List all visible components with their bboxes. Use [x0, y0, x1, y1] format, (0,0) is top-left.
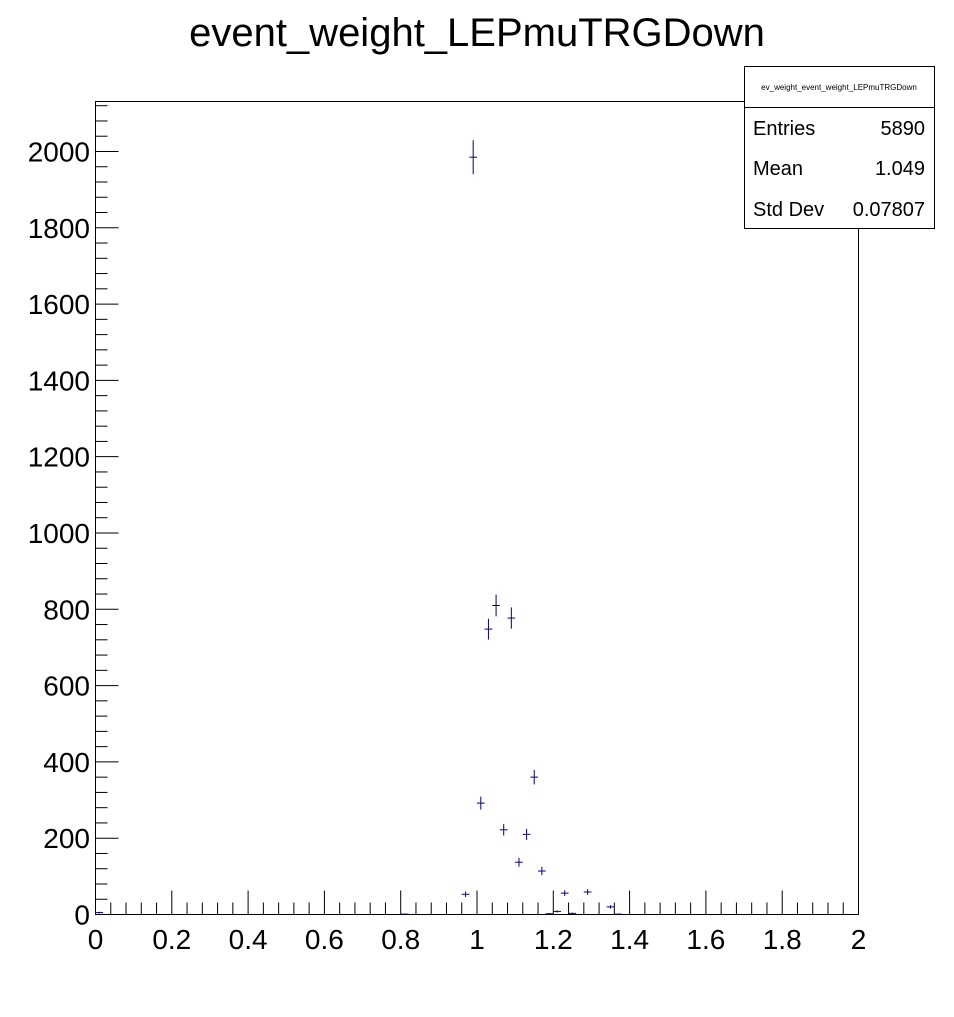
data-point [553, 910, 561, 913]
data-point [469, 140, 477, 175]
y-tick-label: 0 [74, 900, 90, 931]
y-tick-label: 1000 [28, 518, 90, 549]
data-points [95, 140, 622, 915]
x-tick-label: 1.6 [686, 924, 725, 955]
x-tick-label: 1.8 [763, 924, 802, 955]
x-tick-label: 0 [88, 924, 104, 955]
data-point [568, 912, 577, 915]
y-tick-label: 2000 [28, 136, 90, 167]
x-axis [95, 890, 859, 915]
data-point [545, 913, 554, 915]
stats-box-title: ev_weight_event_weight_LEPmuTRGDown [761, 83, 917, 92]
data-point [606, 905, 615, 909]
y-tick-labels: 0 200 400 600 800 1000 1200 1400 1600 1800 2000 [28, 136, 90, 930]
x-tick-label: 2 [851, 924, 867, 955]
data-point [583, 889, 592, 895]
y-tick-label: 1400 [28, 365, 90, 396]
chart-title: event_weight_LEPmuTRGDown [189, 11, 765, 55]
stats-mean-label: Mean [753, 158, 803, 180]
stats-entries-value: 5890 [881, 118, 926, 140]
data-point [95, 911, 104, 914]
stats-box-frame [744, 66, 935, 229]
data-point [400, 913, 409, 915]
x-tick-label: 1.4 [610, 924, 649, 955]
x-tick-label: 0.6 [305, 924, 344, 955]
y-tick-label: 800 [43, 594, 90, 625]
stats-mean-value: 1.049 [875, 158, 925, 180]
x-tick-label: 1 [469, 924, 485, 955]
y-tick-label: 1600 [28, 289, 90, 320]
x-tick-labels: 0 0.2 0.4 0.6 0.8 1 1.2 1.4 1.6 1.8 2 [88, 924, 867, 955]
data-point [560, 890, 569, 896]
stats-entries-label: Entries [753, 118, 815, 140]
data-point [492, 594, 500, 617]
x-tick-label: 1.2 [534, 924, 573, 955]
stats-stddev-label: Std Dev [753, 199, 824, 221]
data-point [461, 891, 470, 898]
data-point [538, 866, 546, 876]
stats-box: ev_weight_event_weight_LEPmuTRGDown Entr… [744, 66, 935, 229]
y-axis [95, 105, 119, 915]
data-point [614, 913, 622, 915]
y-tick-label: 1200 [28, 442, 90, 473]
y-tick-label: 600 [43, 671, 90, 702]
data-point [515, 857, 523, 867]
y-tick-label: 1800 [28, 213, 90, 244]
data-point [507, 607, 516, 629]
y-tick-label: 200 [43, 823, 90, 854]
x-tick-label: 0.4 [229, 924, 268, 955]
data-point [477, 796, 485, 810]
stats-stddev-value: 0.07807 [853, 199, 925, 221]
data-point [530, 769, 539, 785]
data-point [522, 828, 531, 840]
y-tick-label: 400 [43, 747, 90, 778]
data-point [499, 824, 508, 836]
x-tick-label: 0.8 [381, 924, 420, 955]
x-tick-label: 0.2 [152, 924, 191, 955]
data-point [484, 618, 493, 640]
